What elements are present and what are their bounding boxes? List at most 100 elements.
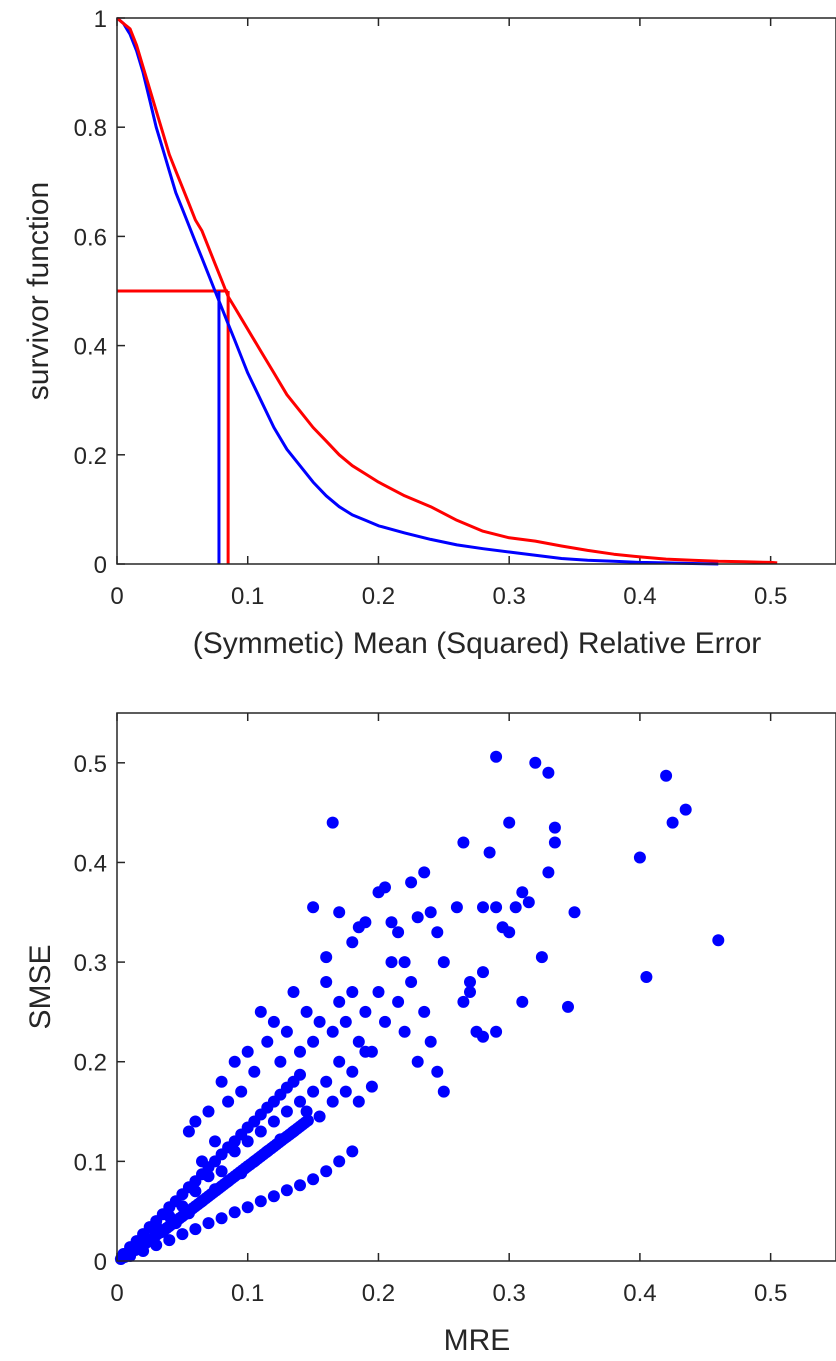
scatter-point (679, 803, 692, 816)
bottom-points (114, 750, 725, 1265)
scatter-point (228, 1145, 241, 1158)
bot-y-tick-label: 0.3 (74, 950, 107, 977)
scatter-point (202, 1105, 215, 1118)
scatter-point (660, 769, 673, 782)
scatter-point (522, 896, 535, 909)
scatter-point (424, 1035, 437, 1048)
scatter-point (352, 1095, 365, 1108)
scatter-point (222, 1095, 235, 1108)
bot-y-tick-label: 0.1 (74, 1149, 107, 1176)
top-axes-frame (116, 17, 836, 565)
scatter-point (261, 1145, 274, 1158)
top-tick-labels: 0 0.1 0.2 0.3 0.4 0.5 0 0.2 0.4 0.6 0.8 1 (74, 6, 788, 610)
scatter-point (562, 1000, 574, 1013)
survivor-curve-red (116, 16, 778, 565)
scatter-point (313, 1110, 326, 1123)
scatter-point (516, 886, 529, 899)
scatter-point (326, 816, 339, 829)
scatter-point (477, 901, 489, 914)
scatter-point (365, 1045, 378, 1058)
bottom-x-axis-label: MRE (444, 1324, 511, 1357)
scatter-point (307, 1035, 320, 1048)
scatter-point (431, 1065, 444, 1078)
scatter-point (235, 1085, 248, 1098)
top-x-tick-label: 0.2 (362, 583, 395, 610)
scatter-point (215, 1165, 228, 1178)
scatter-point (359, 916, 372, 929)
top-x-tick-label: 0.1 (231, 583, 264, 610)
scatter-point (352, 1035, 365, 1048)
scatter-point (490, 1025, 503, 1038)
bottom-axes-frame (116, 712, 836, 1262)
scatter-point (189, 1223, 202, 1236)
scatter-point (182, 1207, 195, 1220)
scatter-point (235, 1167, 248, 1180)
scatter-point (379, 1015, 391, 1028)
scatter-point (301, 1114, 314, 1127)
scatter-point (542, 866, 555, 879)
scatter-point (267, 1115, 280, 1128)
scatter-point (163, 1234, 176, 1247)
scatter-point (548, 836, 561, 849)
scatter-point (385, 916, 398, 929)
scatter-point (457, 836, 470, 849)
scatter-point (254, 1125, 267, 1138)
top-x-tick-label: 0.3 (492, 583, 525, 610)
scatter-point (333, 1155, 346, 1168)
scatter-point (437, 1085, 450, 1098)
top-y-tick-label: 0.8 (74, 115, 107, 142)
bot-x-tick-label: 0.3 (492, 1280, 525, 1307)
top-series (116, 16, 778, 566)
scatter-point (326, 1025, 339, 1038)
scatter-point (640, 971, 653, 983)
scatter-point (254, 1195, 267, 1208)
scatter-point (365, 1080, 378, 1093)
bot-y-tick-label: 0.5 (74, 751, 107, 778)
scatter-point (307, 1085, 320, 1098)
scatter-point (196, 1195, 208, 1208)
scatter-point (548, 821, 561, 834)
scatter-point (280, 1184, 293, 1197)
scatter-point (307, 1173, 320, 1186)
scatter-point (346, 1145, 359, 1158)
scatter-point (372, 986, 385, 998)
scatter-point (202, 1170, 215, 1183)
scatter-point (222, 1175, 235, 1188)
scatter-point (542, 766, 555, 779)
scatter-point (503, 926, 516, 939)
scatter-point (503, 816, 516, 829)
scatter-point (568, 906, 581, 919)
scatter-point (248, 1155, 261, 1168)
scatter-point (241, 1201, 254, 1214)
scatter-point (431, 926, 444, 939)
top-x-tick-label: 0 (110, 583, 123, 610)
scatter-point (666, 816, 679, 829)
top-x-tick-label: 0.5 (754, 583, 787, 610)
scatter-point (464, 976, 476, 988)
top-x-tick-label: 0.4 (623, 583, 656, 610)
top-y-tick-label: 1 (94, 6, 107, 33)
scatter-point (228, 1206, 241, 1219)
scatter-point (150, 1239, 163, 1252)
top-y-tick-label: 0 (94, 552, 107, 579)
scatter-point (359, 1005, 372, 1018)
scatter-point (424, 906, 437, 919)
scatter-point (398, 956, 411, 969)
scatter-point (529, 756, 542, 769)
scatter-point (215, 1212, 228, 1225)
scatter-point (411, 911, 424, 924)
scatter-point (267, 1015, 280, 1028)
bottom-tick-labels: 0 0.1 0.2 0.3 0.4 0.5 0 0.1 0.2 0.3 0.4 0.5 (74, 751, 788, 1307)
scatter-point (182, 1125, 195, 1138)
scatter-point (307, 901, 320, 914)
scatter-point (418, 1005, 431, 1018)
scatter-point (320, 1165, 333, 1178)
scatter-point (137, 1245, 150, 1257)
scatter-point (535, 951, 548, 964)
scatter-point (457, 995, 470, 1008)
scatter-point (274, 1133, 287, 1146)
scatter-point (411, 1055, 424, 1068)
top-y-tick-label: 0.4 (74, 334, 107, 361)
scatter-point (633, 851, 646, 864)
